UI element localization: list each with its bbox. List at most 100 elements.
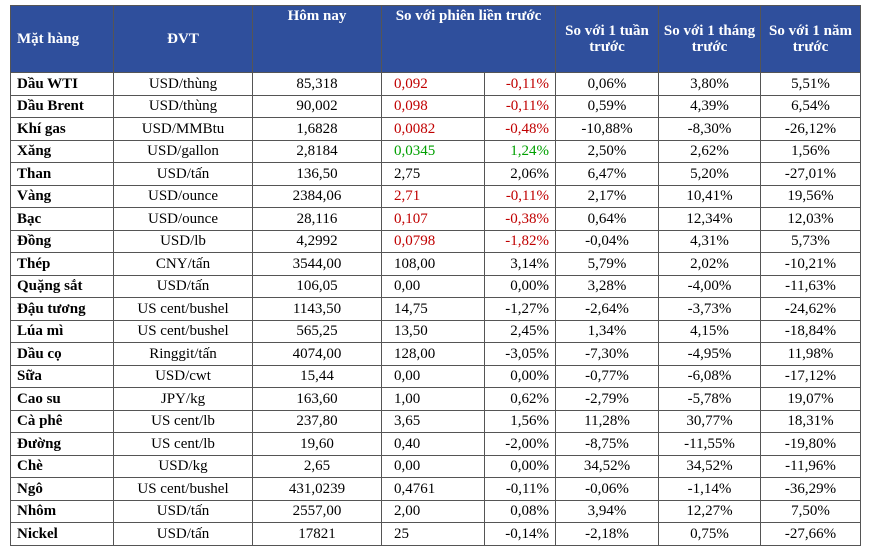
table-cell: -1,82% <box>484 229 556 253</box>
table-cell: -24,62% <box>760 297 861 321</box>
table-cell: US cent/bushel <box>113 477 253 501</box>
table-cell: 0,0798 <box>381 229 485 253</box>
table-cell: USD/kg <box>113 454 253 478</box>
table-cell: -2,79% <box>555 387 659 411</box>
table-row: Cà phê US cent/lb 237,80 3,65 1,56% 11,28% 30,… <box>10 409 861 433</box>
table-cell: 0,00 <box>381 454 485 478</box>
table-row: Ngô US cent/bushel 431,0239 0,4761 -0,11% -0,… <box>10 477 861 501</box>
table-cell: 1,56% <box>484 409 556 433</box>
table-cell: 0,00 <box>381 364 485 388</box>
table-row: Đậu tương US cent/bushel 1143,50 14,75 -1,27… <box>10 297 861 321</box>
table-cell: 2,62% <box>658 139 761 163</box>
table-row: Cao su JPY/kg 163,60 1,00 0,62% -2,79% -5,78% 1… <box>10 387 861 411</box>
table-cell: 0,75% <box>658 522 761 546</box>
table-cell: 19,60 <box>252 432 382 456</box>
table-cell: 85,318 <box>252 72 382 96</box>
table-cell: 6,54% <box>760 94 861 118</box>
table-cell: -0,11% <box>484 184 556 208</box>
table-row: Đường US cent/lb 19,60 0,40 -2,00% -8,75% -11,… <box>10 432 861 456</box>
table-cell: -1,14% <box>658 477 761 501</box>
table-cell: 3,65 <box>381 409 485 433</box>
table-cell: 2,75 <box>381 162 485 186</box>
table-cell: Bạc <box>10 207 114 231</box>
table-cell: 12,03% <box>760 207 861 231</box>
table-cell: 0,59% <box>555 94 659 118</box>
table-cell: 30,77% <box>658 409 761 433</box>
table-cell: 5,20% <box>658 162 761 186</box>
table-cell: 28,116 <box>252 207 382 231</box>
table-cell: -8,30% <box>658 117 761 141</box>
table-cell: Khí gas <box>10 117 114 141</box>
table-cell: Than <box>10 162 114 186</box>
table-cell: 11,98% <box>760 342 861 366</box>
table-cell: Cà phê <box>10 409 114 433</box>
table-cell: US cent/bushel <box>113 297 253 321</box>
table-cell: CNY/tấn <box>113 252 253 276</box>
table-cell: US cent/bushel <box>113 319 253 343</box>
table-cell: 17821 <box>252 522 382 546</box>
table-row: Dầu cọ Ringgit/tấn 4074,00 128,00 -3,05% -7,3… <box>10 342 861 366</box>
table-cell: 0,0082 <box>381 117 485 141</box>
table-cell: -2,18% <box>555 522 659 546</box>
table-row: Khí gas USD/MMBtu 1,6828 0,0082 -0,48% -10,88… <box>10 117 861 141</box>
table-cell: 2,00 <box>381 499 485 523</box>
table-cell: Lúa mì <box>10 319 114 343</box>
header-row: Mặt hàng ĐVT Hôm nay So với phiên liền trướ… <box>10 5 861 73</box>
table-cell: -4,95% <box>658 342 761 366</box>
table-cell: -3,73% <box>658 297 761 321</box>
table-row: Dầu Brent USD/thùng 90,002 0,098 -0,11% 0,59%… <box>10 94 861 118</box>
table-cell: 431,0239 <box>252 477 382 501</box>
table-cell: 136,50 <box>252 162 382 186</box>
table-cell: 14,75 <box>381 297 485 321</box>
table-cell: -18,84% <box>760 319 861 343</box>
table-cell: USD/lb <box>113 229 253 253</box>
table-cell: 5,73% <box>760 229 861 253</box>
table-cell: 4,2992 <box>252 229 382 253</box>
table-cell: 0,40 <box>381 432 485 456</box>
table-cell: 5,51% <box>760 72 861 96</box>
table-cell: 0,62% <box>484 387 556 411</box>
table-cell: 19,56% <box>760 184 861 208</box>
table-cell: Xăng <box>10 139 114 163</box>
table-cell: 1143,50 <box>252 297 382 321</box>
table-row: Thép CNY/tấn 3544,00 108,00 3,14% 5,79% 2,02% -… <box>10 252 861 276</box>
table-cell: -3,05% <box>484 342 556 366</box>
table-cell: 3,80% <box>658 72 761 96</box>
table-cell: -27,01% <box>760 162 861 186</box>
table-cell: 2,06% <box>484 162 556 186</box>
table-cell: 0,00% <box>484 274 556 298</box>
table-cell: US cent/lb <box>113 432 253 456</box>
table-cell: -0,77% <box>555 364 659 388</box>
table-cell: USD/tấn <box>113 522 253 546</box>
table-cell: USD/tấn <box>113 499 253 523</box>
table-cell: 2,17% <box>555 184 659 208</box>
table-cell: 106,05 <box>252 274 382 298</box>
table-cell: -0,48% <box>484 117 556 141</box>
table-cell: 4074,00 <box>252 342 382 366</box>
table-cell: 0,098 <box>381 94 485 118</box>
table-cell: 1,00 <box>381 387 485 411</box>
table-cell: 1,56% <box>760 139 861 163</box>
table-cell: -0,14% <box>484 522 556 546</box>
table-cell: USD/gallon <box>113 139 253 163</box>
table-cell: 6,47% <box>555 162 659 186</box>
table-cell: 237,80 <box>252 409 382 433</box>
table-cell: -27,66% <box>760 522 861 546</box>
table-cell: -11,63% <box>760 274 861 298</box>
table-cell: -0,06% <box>555 477 659 501</box>
table-cell: 3,14% <box>484 252 556 276</box>
table-cell: -0,11% <box>484 477 556 501</box>
table-cell: Dầu Brent <box>10 94 114 118</box>
table-cell: Quặng sắt <box>10 274 114 298</box>
table-row: Nhôm USD/tấn 2557,00 2,00 0,08% 3,94% 12,27% 7,… <box>10 499 861 523</box>
table-cell: Đường <box>10 432 114 456</box>
table-cell: 7,50% <box>760 499 861 523</box>
table-cell: USD/thùng <box>113 72 253 96</box>
table-cell: 5,79% <box>555 252 659 276</box>
table-cell: -4,00% <box>658 274 761 298</box>
header-cell: So với 1 tháng trước <box>658 5 761 73</box>
table-body: Dầu WTI USD/thùng 85,318 0,092 -0,11% 0,06% 3,… <box>10 72 861 546</box>
table-cell: -19,80% <box>760 432 861 456</box>
table-cell: 12,34% <box>658 207 761 231</box>
